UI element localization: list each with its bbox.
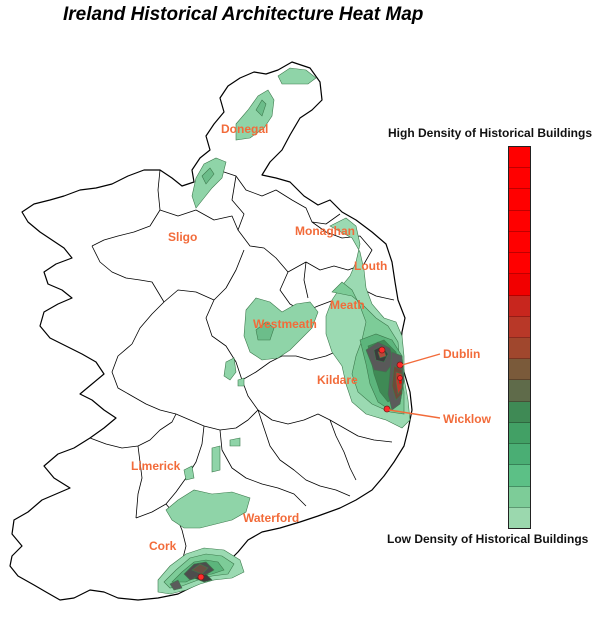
county-label-sligo: Sligo (168, 230, 197, 244)
legend-swatch (509, 210, 530, 232)
legend-swatch (509, 337, 530, 360)
legend-swatch (509, 422, 530, 445)
legend-color-scale (508, 146, 531, 529)
county-label-westmeath: Westmeath (253, 317, 317, 331)
legend-swatch (509, 231, 530, 254)
hotspot-marker (383, 405, 391, 413)
county-label-limerick: Limerick (131, 459, 181, 473)
county-label-donegal: Donegal (221, 122, 268, 136)
ireland-outline (9, 61, 413, 601)
legend-swatch (509, 253, 530, 275)
legend-swatch (509, 359, 530, 381)
hotspot-markers (197, 346, 404, 581)
hotspot-marker (197, 573, 205, 581)
callout-label-wicklow: Wicklow (443, 412, 492, 426)
legend-swatch (509, 507, 530, 528)
callout-label-dublin: Dublin (443, 347, 480, 361)
county-label-waterford: Waterford (243, 511, 299, 525)
heat-zone-westmeath (243, 297, 319, 361)
map-title: Ireland Historical Architecture Heat Map (63, 4, 424, 25)
hotspot-marker (378, 346, 386, 354)
county-label-meath: Meath (330, 298, 365, 312)
heat-zone-donegal-north (277, 67, 317, 85)
heat-zones (157, 67, 411, 595)
legend-low-label: Low Density of Historical Buildings (387, 532, 589, 546)
county-borders (89, 169, 395, 563)
legend-swatch (509, 147, 530, 169)
legend-swatch (509, 401, 530, 423)
callout-lines (388, 353, 441, 419)
legend-high-label: High Density of Historical Buildings (388, 126, 593, 140)
county-label-monaghan: Monaghan (295, 224, 355, 238)
legend-swatch (509, 274, 530, 296)
heat-zone-sligo (191, 157, 227, 209)
county-label-louth: Louth (354, 259, 387, 273)
legend-swatch (509, 189, 530, 211)
legend-swatch (509, 316, 530, 338)
legend-swatch (509, 486, 530, 508)
hotspot-marker (397, 375, 403, 381)
legend-swatch (509, 444, 530, 466)
legend-swatch (509, 465, 530, 487)
county-label-cork: Cork (149, 539, 177, 553)
legend-swatch (509, 295, 530, 317)
heat-zone-south (165, 489, 251, 529)
county-label-kildare: Kildare (317, 373, 358, 387)
legend-swatch (509, 168, 530, 190)
legend-swatch (509, 380, 530, 402)
